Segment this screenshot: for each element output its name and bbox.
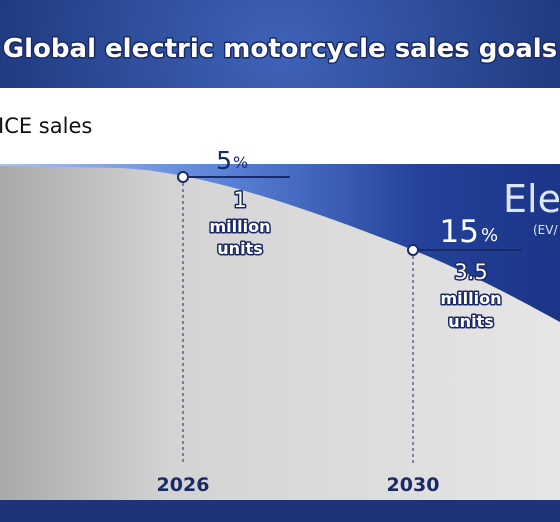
milestone-dot [177, 171, 189, 183]
year-label: 2026 [157, 474, 210, 496]
ice-band [0, 88, 560, 164]
ev-sublabel: (EV/ [533, 223, 558, 237]
volume-unit: units [448, 312, 493, 331]
volume-unit: million [210, 217, 271, 236]
percent-unit: % [233, 153, 248, 172]
ice-area [0, 166, 560, 500]
volume: 1 [233, 188, 246, 212]
percent: 5 [216, 146, 232, 175]
milestone-dot [407, 244, 419, 256]
percent: 15 [440, 214, 479, 250]
ev-label: Ele [503, 177, 560, 221]
ice-label: ICE sales [0, 114, 92, 138]
bottom-strip [0, 500, 560, 522]
volume-unit: million [441, 289, 502, 308]
year-label: 2030 [387, 474, 440, 496]
volume-unit: units [217, 239, 262, 258]
title: Global electric motorcycle sales goals [3, 34, 557, 64]
volume: 3.5 [454, 260, 487, 284]
percent-unit: % [481, 225, 498, 246]
